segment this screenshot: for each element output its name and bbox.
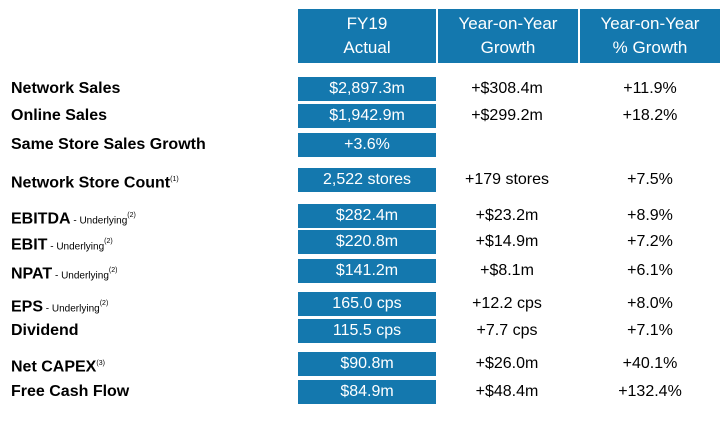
header-fy19-line2: Actual (343, 38, 391, 57)
header-yoy-pct-growth: Year-on-Year % Growth (580, 9, 720, 63)
row-label-qualifier: - Underlying (70, 215, 128, 227)
row-label-qualifier: - Underlying (47, 241, 105, 253)
row-label: Network Sales (11, 79, 120, 99)
row-footnote-marker: (2) (127, 212, 136, 219)
header-fy19-actual: FY19 Actual (298, 9, 436, 63)
row-label-text: Free Cash Flow (11, 383, 130, 400)
row-label: Net CAPEX(3) (11, 354, 105, 377)
row-yoy-growth: +$48.4m (475, 383, 539, 400)
row-fy19-actual: $90.8m (298, 352, 436, 376)
row-label: Free Cash Flow (11, 382, 129, 402)
row-fy19-actual: 115.5 cps (298, 319, 436, 343)
row-label: EBITDA - Underlying(2) (11, 206, 136, 231)
row-yoy-growth: +$23.2m (475, 207, 539, 224)
row-yoy-growth: +$26.0m (475, 355, 539, 372)
row-yoy-pct-growth: +8.9% (627, 207, 673, 224)
row-fy19-actual: $282.4m (298, 204, 436, 228)
row-yoy-pct-growth: +8.0% (627, 295, 673, 312)
row-fy19-actual: $1,942.9m (298, 104, 436, 128)
row-label-text: EBIT (11, 236, 48, 254)
row-yoy-pct-growth: +11.9% (623, 80, 677, 97)
header-fy19-line1: FY19 (346, 14, 388, 33)
row-footnote-marker: (2) (104, 238, 113, 245)
row-label: Same Store Sales Growth (11, 135, 206, 155)
header-yoy-growth: Year-on-Year Growth (438, 9, 578, 63)
row-label-text: Same Store Sales Growth (11, 136, 206, 153)
row-yoy-pct-growth: +40.1% (622, 355, 678, 372)
row-label-text: Online Sales (11, 107, 108, 124)
row-fy19-actual: $220.8m (298, 230, 436, 254)
row-label-text: EPS (11, 298, 44, 316)
row-yoy-growth: +$14.9m (475, 233, 539, 250)
header-yoy-growth-line2: Growth (480, 38, 536, 57)
header-yoy-pct-line1: Year-on-Year (600, 14, 700, 33)
row-yoy-growth: +$308.4m (471, 80, 543, 97)
row-fy19-actual: $84.9m (298, 380, 436, 404)
row-label: EPS - Underlying(2) (11, 294, 108, 319)
row-label: EBIT - Underlying(2) (11, 232, 113, 257)
row-label-qualifier: - Underlying (52, 270, 109, 282)
row-yoy-pct-growth: +6.1% (627, 262, 673, 279)
row-fy19-actual: +3.6% (298, 133, 436, 157)
row-footnote-marker: (2) (99, 300, 109, 307)
row-label-qualifier: - Underlying (43, 303, 100, 315)
row-yoy-growth: +12.2 cps (472, 295, 542, 312)
row-yoy-growth: +7.7 cps (476, 322, 538, 339)
row-yoy-pct-growth: +7.2% (627, 233, 673, 250)
row-label: Dividend (11, 321, 79, 341)
row-label: Online Sales (11, 106, 107, 126)
row-yoy-pct-growth: +132.4% (618, 383, 682, 400)
row-fy19-actual: 2,522 stores (298, 168, 436, 192)
row-yoy-growth: +$299.2m (471, 107, 543, 124)
row-label-text: NPAT (11, 265, 53, 283)
header-yoy-growth-line1: Year-on-Year (458, 14, 558, 33)
row-yoy-growth: +179 stores (464, 171, 550, 188)
row-footnote-marker: (2) (108, 267, 118, 274)
row-yoy-pct-growth: +7.5% (627, 171, 673, 188)
row-label: Network Store Count(1) (11, 170, 179, 193)
row-label-text: Network Sales (11, 80, 121, 97)
row-yoy-pct-growth: +7.1% (627, 322, 673, 339)
row-label: NPAT - Underlying(2) (11, 261, 117, 286)
row-label-text: Net CAPEX (11, 358, 97, 376)
row-footnote-marker: (1) (170, 176, 179, 183)
row-label-text: EBITDA (11, 210, 71, 228)
row-fy19-actual: $2,897.3m (298, 77, 436, 101)
row-label-text: Network Store Count (11, 174, 171, 192)
row-fy19-actual: 165.0 cps (298, 292, 436, 316)
row-footnote-marker: (3) (96, 360, 105, 367)
row-fy19-actual: $141.2m (298, 259, 436, 283)
row-label-text: Dividend (11, 322, 79, 339)
header-yoy-pct-line2: % Growth (612, 38, 688, 57)
row-yoy-pct-growth: +18.2% (622, 107, 678, 124)
row-yoy-growth: +$8.1m (480, 262, 534, 279)
